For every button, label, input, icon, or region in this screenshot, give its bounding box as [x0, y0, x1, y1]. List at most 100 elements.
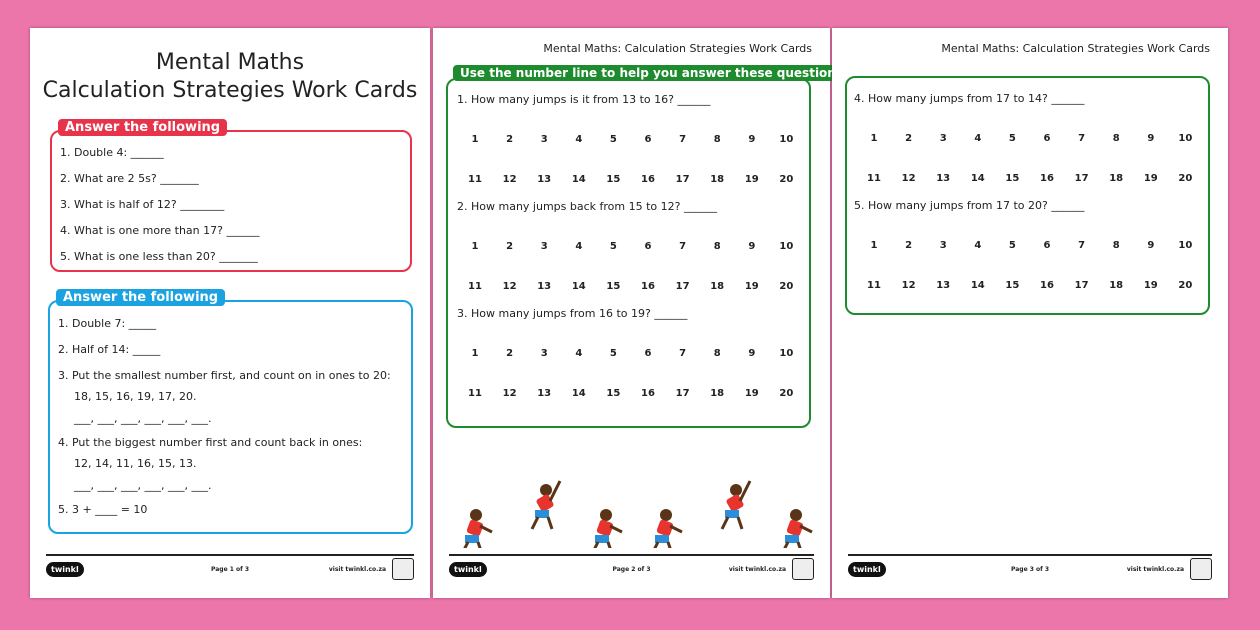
number-line-7: 7 [1078, 133, 1086, 144]
number-line-8: 8 [713, 134, 721, 145]
number-line-2: 2 [905, 133, 913, 144]
question: 4. What is one more than 17? ______ [60, 224, 260, 237]
title-line-1: Mental Maths [155, 50, 305, 75]
question-line: 3. Put the smallest number first, and co… [58, 369, 391, 382]
footer: twinkl Page 2 of 3 visit twinkl.co.za [449, 554, 814, 580]
visit-link[interactable]: visit twinkl.co.za [328, 566, 386, 573]
question-line: 1. Double 7: _____ [58, 317, 157, 330]
number-line-8: 8 [713, 348, 721, 359]
footer: twinkl Page 1 of 3 visit twinkl.co.za [46, 554, 414, 580]
title-line-2: Calculation Strategies Work Cards [42, 78, 418, 103]
number-line-1: 1 [471, 134, 479, 145]
number-line-4: 4 [974, 240, 982, 251]
number-line-9: 9 [748, 348, 756, 359]
number-line-15: 15 [606, 388, 621, 399]
number-line-20: 20 [1178, 280, 1193, 291]
number-line-14: 14 [571, 174, 586, 185]
question-line: ___, ___, ___, ___, ___, ___. [74, 412, 212, 425]
number-line-1: 1 [471, 348, 479, 359]
number-line-14: 14 [970, 173, 985, 184]
twinkl-logo: twinkl [449, 562, 487, 577]
number-line-7: 7 [679, 134, 687, 145]
number-line-5: 5 [609, 134, 617, 145]
number-line-6: 6 [1043, 133, 1051, 144]
number-line-2: 2 [506, 134, 514, 145]
visit-link[interactable]: visit twinkl.co.za [1126, 566, 1184, 573]
number-line-10: 10 [779, 348, 794, 359]
number-line-15: 15 [1005, 280, 1020, 291]
number-line-18: 18 [710, 281, 725, 292]
number-line-17: 17 [675, 281, 690, 292]
number-line-4: 4 [974, 133, 982, 144]
number-line-10: 10 [1178, 133, 1193, 144]
number-line-18: 18 [710, 388, 725, 399]
card-green [446, 78, 811, 428]
question-line: 12, 14, 11, 16, 15, 13. [74, 457, 197, 470]
question: 5. What is one less than 20? _______ [60, 250, 258, 263]
number-line-5: 5 [1008, 240, 1016, 251]
number-line-12: 12 [502, 174, 517, 185]
number-line-19: 19 [744, 174, 759, 185]
number-line-19: 19 [1143, 280, 1158, 291]
number-line-17: 17 [1074, 280, 1089, 291]
number-line-19: 19 [744, 281, 759, 292]
number-line-3: 3 [540, 134, 548, 145]
number-line-9: 9 [748, 134, 756, 145]
number-line-16: 16 [641, 388, 655, 399]
page-1: Mental Maths Calculation Strategies Work… [30, 28, 430, 598]
number-line-6: 6 [1043, 240, 1051, 251]
number-line-2: 2 [506, 348, 514, 359]
number-line-3: 3 [939, 133, 947, 144]
number-line-2: 2 [506, 241, 514, 252]
question-line: ___, ___, ___, ___, ___, ___. [74, 479, 212, 492]
number-line-4: 4 [575, 241, 583, 252]
badge-icon [792, 558, 814, 580]
number-line-8: 8 [1112, 133, 1120, 144]
number-line-13: 13 [537, 174, 552, 185]
number-line-6: 6 [644, 134, 652, 145]
number-line-20: 20 [779, 388, 794, 399]
number-line-7: 7 [679, 348, 687, 359]
number-line-15: 15 [1005, 173, 1020, 184]
number-line-16: 16 [641, 174, 655, 185]
number-line-1: 1 [870, 133, 878, 144]
page-number: Page 2 of 3 [612, 566, 651, 573]
number-line-12: 12 [502, 281, 517, 292]
number-line-10: 10 [1178, 240, 1193, 251]
number-line-5: 5 [1008, 133, 1016, 144]
number-line-9: 9 [1147, 133, 1155, 144]
card-blue [48, 300, 413, 534]
number-line-9: 9 [1147, 240, 1155, 251]
number-line-4: 4 [575, 348, 583, 359]
number-line-16: 16 [1040, 173, 1054, 184]
number-line-17: 17 [1074, 173, 1089, 184]
number-line-6: 6 [644, 241, 652, 252]
number-line-13: 13 [537, 388, 552, 399]
number-line-20: 20 [1178, 173, 1193, 184]
number-line-12: 12 [502, 388, 517, 399]
number-line-8: 8 [1112, 240, 1120, 251]
number-line-5: 5 [609, 348, 617, 359]
number-line-3: 3 [540, 348, 548, 359]
number-line-11: 11 [867, 173, 881, 184]
badge-icon [392, 558, 414, 580]
jumping-child [463, 509, 493, 548]
number-line-12: 12 [901, 173, 916, 184]
number-line-19: 19 [744, 388, 759, 399]
visit-link[interactable]: visit twinkl.co.za [728, 566, 786, 573]
number-line-14: 14 [571, 281, 586, 292]
page-header: Mental Maths: Calculation Strategies Wor… [941, 42, 1210, 55]
footer: twinkl Page 3 of 3 visit twinkl.co.za [848, 554, 1212, 580]
question: 5. How many jumps from 17 to 20? ______ [854, 199, 1085, 212]
number-line-20: 20 [779, 174, 794, 185]
number-line-10: 10 [779, 134, 794, 145]
number-line-10: 10 [779, 241, 794, 252]
card-blue-tag: Answer the following [56, 289, 226, 306]
question: 1. How many jumps is it from 13 to 16? _… [457, 93, 711, 106]
question: 4. How many jumps from 17 to 14? ______ [854, 92, 1085, 105]
number-line-8: 8 [713, 241, 721, 252]
twinkl-logo: twinkl [46, 562, 84, 577]
number-line-1: 1 [471, 241, 479, 252]
number-line-12: 12 [901, 280, 916, 291]
number-line-11: 11 [468, 174, 482, 185]
